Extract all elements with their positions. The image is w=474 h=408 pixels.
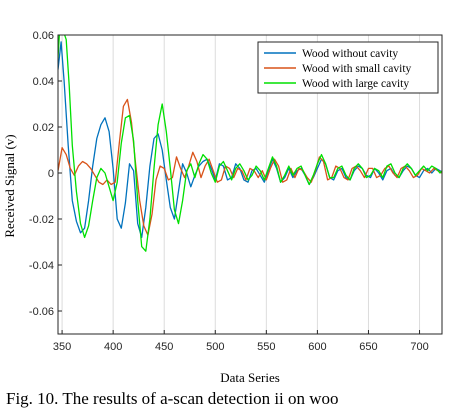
- x-tick-label: 650: [359, 341, 377, 353]
- y-tick-label: -0.06: [29, 306, 54, 318]
- y-axis-ticks: -0.06 -0.04 -0.02 0 0.02 0.04 0.06: [29, 30, 62, 318]
- y-tick-label: -0.02: [29, 214, 54, 226]
- x-tick-label: 500: [206, 341, 224, 353]
- legend: Wood without cavity Wood with small cavit…: [257, 41, 439, 94]
- legend-label: Wood without cavity: [302, 48, 398, 60]
- x-axis-ticks: 350 400 450 500 550 600 650 700: [53, 330, 429, 353]
- legend-label: Wood with small cavity: [302, 63, 412, 75]
- legend-box: [257, 41, 439, 94]
- y-tick-label: 0.04: [33, 76, 54, 88]
- series-lines: [58, 35, 442, 252]
- x-axis-title: Data Series: [220, 370, 280, 385]
- x-tick-label: 550: [257, 341, 275, 353]
- series-line-3: [58, 35, 442, 252]
- x-tick-label: 400: [104, 341, 122, 353]
- y-tick-label: 0: [48, 168, 54, 180]
- x-tick-label: 600: [308, 341, 326, 353]
- y-tick-label: 0.02: [33, 122, 54, 134]
- plot-frame: [57, 34, 443, 335]
- series-line-2: [58, 98, 442, 236]
- y-tick-label: 0.06: [33, 30, 54, 42]
- y-axis-title: Received Signal (v): [2, 134, 17, 237]
- legend-label: Wood with large cavity: [302, 78, 409, 90]
- x-tick-label: 350: [53, 341, 71, 353]
- series-line-1: [58, 41, 442, 239]
- figure-caption: Fig. 10. The results of a-scan detection…: [6, 389, 339, 408]
- x-tick-label: 450: [155, 341, 173, 353]
- y-tick-label: -0.04: [29, 260, 54, 272]
- x-tick-label: 700: [410, 341, 428, 353]
